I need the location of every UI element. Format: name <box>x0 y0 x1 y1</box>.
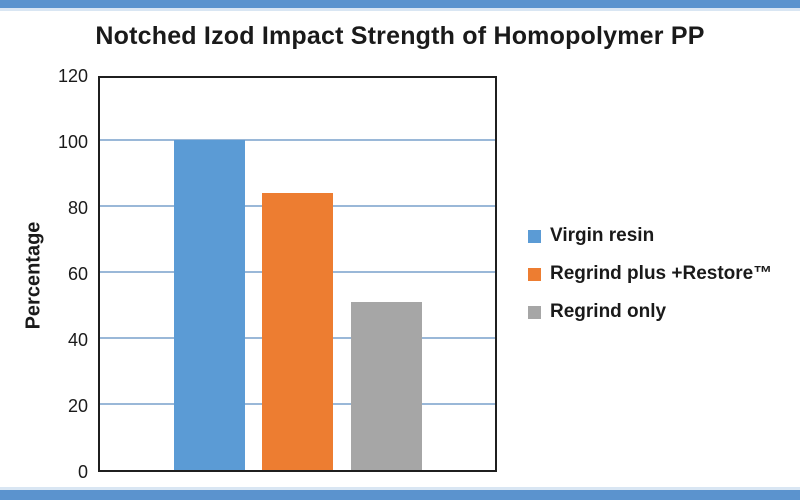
legend-item-regrind-only: Regrind only <box>528 293 772 331</box>
y-tick-label-60: 60 <box>67 264 88 284</box>
y-tick-label-0: 0 <box>77 462 88 482</box>
bottom-accent-bar <box>0 490 800 500</box>
legend-swatch-icon <box>528 267 541 281</box>
y-tick-label-100: 100 <box>57 132 88 152</box>
y-tick-label-120: 120 <box>57 66 88 86</box>
y-tick-label-20: 20 <box>67 396 88 416</box>
legend-label: Virgin resin <box>550 225 655 246</box>
top-accent-bar <box>0 0 800 8</box>
legend-swatch-icon <box>528 305 541 319</box>
bar-regrind-plus-restore <box>262 192 333 470</box>
legend-label: Regrind plus +Restore™ <box>550 263 773 284</box>
legend-swatch-icon <box>528 229 541 243</box>
plot-area <box>98 76 497 472</box>
bar-virgin-resin <box>173 140 245 470</box>
bottom-accent-bar-highlight <box>0 487 800 490</box>
legend-label: Regrind only <box>550 301 667 322</box>
legend-item-virgin-resin: Virgin resin <box>528 217 772 255</box>
top-accent-bar-highlight <box>0 8 800 11</box>
gridline-100 <box>100 139 495 141</box>
legend-item-regrind-plus-restore: Regrind plus +Restore™ <box>528 255 772 293</box>
chart-title: Notched Izod Impact Strength of Homopoly… <box>95 22 705 50</box>
legend: Virgin resin Regrind plus +Restore™ Regrin… <box>528 217 772 331</box>
bar-regrind-only <box>350 301 422 470</box>
y-tick-label-80: 80 <box>67 198 88 218</box>
y-axis-tick-labels: 0 20 40 60 80 100 120 <box>0 67 88 481</box>
y-tick-label-40: 40 <box>67 330 88 350</box>
